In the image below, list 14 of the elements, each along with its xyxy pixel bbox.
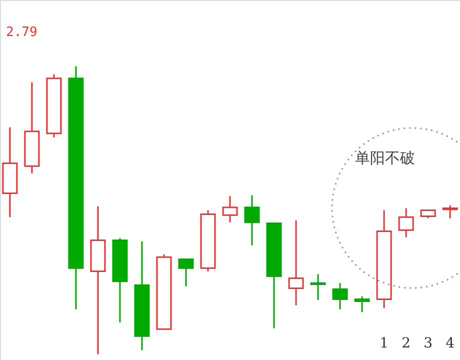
x-tick-label: 3	[424, 336, 433, 352]
text: 2.79	[6, 25, 38, 40]
annotation: 单阳不破	[355, 149, 415, 167]
x-tick-label: 4	[446, 336, 455, 352]
candlestick	[398, 207, 414, 238]
candlestick	[288, 220, 304, 306]
candlestick	[332, 282, 348, 310]
candlestick	[244, 194, 260, 246]
candlestick	[354, 296, 370, 313]
candlestick	[178, 258, 194, 288]
x-tick-label: 2	[402, 336, 411, 352]
candlestick	[222, 195, 238, 224]
x-tick-label: 1	[380, 336, 389, 352]
candlestick	[310, 273, 326, 301]
